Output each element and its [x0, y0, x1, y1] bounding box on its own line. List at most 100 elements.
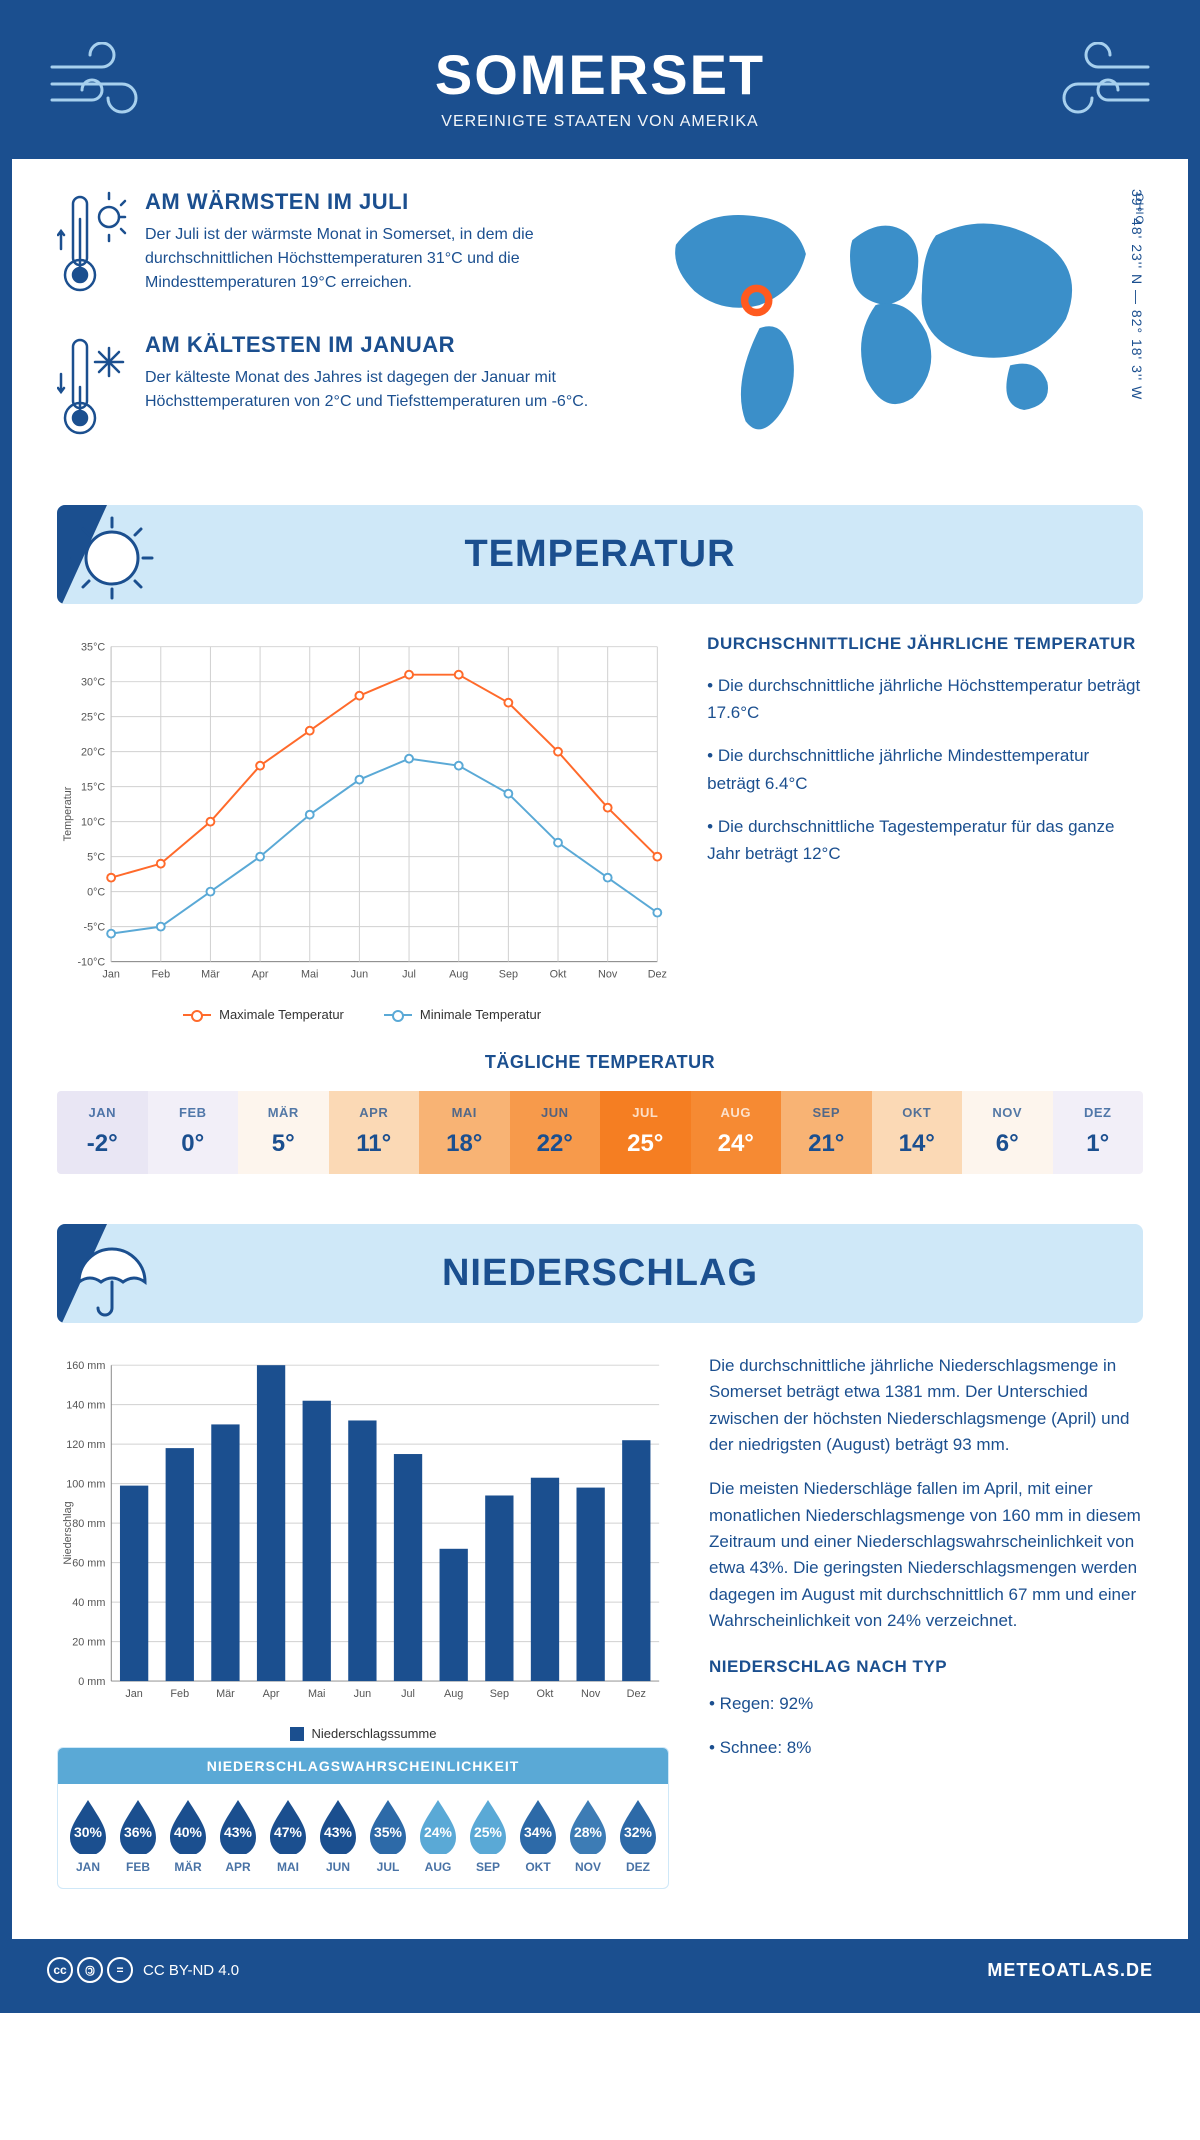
legend-min: Minimale Temperatur [420, 1007, 541, 1022]
stats-title: DURCHSCHNITTLICHE JÄHRLICHE TEMPERATUR [707, 634, 1143, 654]
daily-cell: AUG24° [691, 1091, 782, 1174]
svg-text:Feb: Feb [170, 1688, 189, 1700]
sun-icon [67, 513, 157, 603]
umbrella-icon [67, 1232, 157, 1322]
daily-cell: NOV6° [962, 1091, 1053, 1174]
precip-p2: Die meisten Niederschläge fallen im Apri… [709, 1476, 1143, 1634]
header: SOMERSET VEREINIGTE STAATEN VON AMERIKA [12, 12, 1188, 159]
daily-temperature-grid: JAN-2°FEB0°MÄR5°APR11°MAI18°JUN22°JUL25°… [57, 1091, 1143, 1174]
probability-cell: 34%OKT [514, 1796, 562, 1874]
svg-text:Mär: Mär [201, 968, 220, 980]
svg-text:Temperatur: Temperatur [62, 786, 74, 841]
svg-text:120 mm: 120 mm [66, 1439, 105, 1451]
svg-text:140 mm: 140 mm [66, 1400, 105, 1412]
svg-text:35°C: 35°C [81, 642, 105, 654]
probability-cell: 32%DEZ [614, 1796, 662, 1874]
svg-text:0°C: 0°C [87, 887, 105, 899]
svg-text:5°C: 5°C [87, 852, 105, 864]
daily-cell: SEP21° [781, 1091, 872, 1174]
coldest-fact: AM KÄLTESTEN IM JANUAR Der kälteste Mona… [57, 332, 589, 447]
precipitation-banner: NIEDERSCHLAG [57, 1224, 1143, 1323]
probability-cell: 43%APR [214, 1796, 262, 1874]
svg-text:100 mm: 100 mm [66, 1479, 105, 1491]
svg-text:-5°C: -5°C [83, 922, 105, 934]
svg-text:Apr: Apr [263, 1688, 280, 1700]
legend-max: Maximale Temperatur [219, 1007, 344, 1022]
svg-text:20°C: 20°C [81, 747, 105, 759]
svg-text:10°C: 10°C [81, 817, 105, 829]
warmest-title: AM WÄRMSTEN IM JULI [145, 189, 589, 215]
daily-cell: OKT14° [872, 1091, 963, 1174]
svg-text:Nov: Nov [598, 968, 618, 980]
thermometer-sun-icon [57, 189, 127, 304]
svg-text:Jun: Jun [351, 968, 368, 980]
svg-text:Apr: Apr [252, 968, 269, 980]
svg-text:20 mm: 20 mm [72, 1637, 105, 1649]
probability-cell: 25%SEP [464, 1796, 512, 1874]
daily-cell: MÄR5° [238, 1091, 329, 1174]
cc-icon: cc🄯= [47, 1957, 133, 1983]
map-column: OHIO 39° 48' 23'' N — 82° 18' 3'' W [629, 189, 1143, 475]
page-subtitle: VEREINIGTE STAATEN VON AMERIKA [32, 113, 1168, 131]
precip-legend-label: Niederschlagssumme [312, 1726, 437, 1741]
stats-p3: • Die durchschnittliche Tagestemperatur … [707, 813, 1143, 867]
license-label: CC BY-ND 4.0 [143, 1962, 239, 1979]
svg-text:Jun: Jun [354, 1688, 371, 1700]
svg-text:Sep: Sep [490, 1688, 509, 1700]
precip-type-title: NIEDERSCHLAG NACH TYP [709, 1654, 1143, 1680]
probability-cell: 30%JAN [64, 1796, 112, 1874]
warmest-text: Der Juli ist der wärmste Monat in Somers… [145, 223, 589, 295]
precipitation-banner-label: NIEDERSCHLAG [442, 1252, 758, 1294]
coldest-title: AM KÄLTESTEN IM JANUAR [145, 332, 589, 358]
probability-cell: 43%JUN [314, 1796, 362, 1874]
temperature-legend: Maximale Temperatur Minimale Temperatur [57, 1007, 667, 1022]
world-map-icon [629, 189, 1113, 449]
svg-text:Dez: Dez [648, 968, 667, 980]
daily-cell: JUL25° [600, 1091, 691, 1174]
svg-text:Aug: Aug [449, 968, 468, 980]
site-label: METEOATLAS.DE [987, 1960, 1153, 1981]
svg-text:160 mm: 160 mm [66, 1360, 105, 1372]
daily-cell: FEB0° [148, 1091, 239, 1174]
precip-type2: • Schnee: 8% [709, 1735, 1143, 1761]
page-title: SOMERSET [32, 42, 1168, 107]
warmest-fact: AM WÄRMSTEN IM JULI Der Juli ist der wär… [57, 189, 589, 304]
svg-text:25°C: 25°C [81, 712, 105, 724]
precipitation-legend: Niederschlagssumme [57, 1726, 669, 1741]
probability-cell: 28%NOV [564, 1796, 612, 1874]
svg-text:Mai: Mai [301, 968, 318, 980]
probability-title: NIEDERSCHLAGSWAHRSCHEINLICHKEIT [58, 1748, 668, 1784]
svg-text:Nov: Nov [581, 1688, 601, 1700]
thermometer-snow-icon [57, 332, 127, 447]
svg-text:Jul: Jul [401, 1688, 415, 1700]
temperature-stats: DURCHSCHNITTLICHE JÄHRLICHE TEMPERATUR •… [707, 634, 1143, 1022]
svg-text:Feb: Feb [151, 968, 170, 980]
daily-title: TÄGLICHE TEMPERATUR [57, 1052, 1143, 1073]
svg-text:Sep: Sep [499, 968, 518, 980]
daily-cell: JUN22° [510, 1091, 601, 1174]
coldest-text: Der kälteste Monat des Jahres ist dagege… [145, 366, 589, 414]
coordinates: 39° 48' 23'' N — 82° 18' 3'' W [1129, 189, 1145, 475]
precip-type1: • Regen: 92% [709, 1691, 1143, 1717]
stats-p2: • Die durchschnittliche jährliche Mindes… [707, 742, 1143, 796]
svg-text:Mär: Mär [216, 1688, 235, 1700]
svg-text:Okt: Okt [550, 968, 567, 980]
daily-cell: DEZ1° [1053, 1091, 1144, 1174]
precipitation-text: Die durchschnittliche jährliche Niedersc… [709, 1353, 1143, 1889]
probability-cell: 36%FEB [114, 1796, 162, 1874]
precip-p1: Die durchschnittliche jährliche Niedersc… [709, 1353, 1143, 1458]
svg-text:Aug: Aug [444, 1688, 463, 1700]
temperature-banner-label: TEMPERATUR [464, 533, 735, 575]
temperature-chart: -10°C-5°C0°C5°C10°C15°C20°C25°C30°C35°CJ… [57, 634, 667, 1022]
svg-text:60 mm: 60 mm [72, 1558, 105, 1570]
svg-text:-10°C: -10°C [77, 957, 105, 969]
svg-text:Mai: Mai [308, 1688, 325, 1700]
svg-text:Jul: Jul [402, 968, 416, 980]
probability-cell: 35%JUL [364, 1796, 412, 1874]
svg-text:15°C: 15°C [81, 782, 105, 794]
svg-text:40 mm: 40 mm [72, 1597, 105, 1609]
temperature-banner: TEMPERATUR [57, 505, 1143, 604]
probability-box: NIEDERSCHLAGSWAHRSCHEINLICHKEIT 30%JAN36… [57, 1747, 669, 1889]
svg-text:80 mm: 80 mm [72, 1518, 105, 1530]
svg-text:0 mm: 0 mm [78, 1676, 105, 1688]
